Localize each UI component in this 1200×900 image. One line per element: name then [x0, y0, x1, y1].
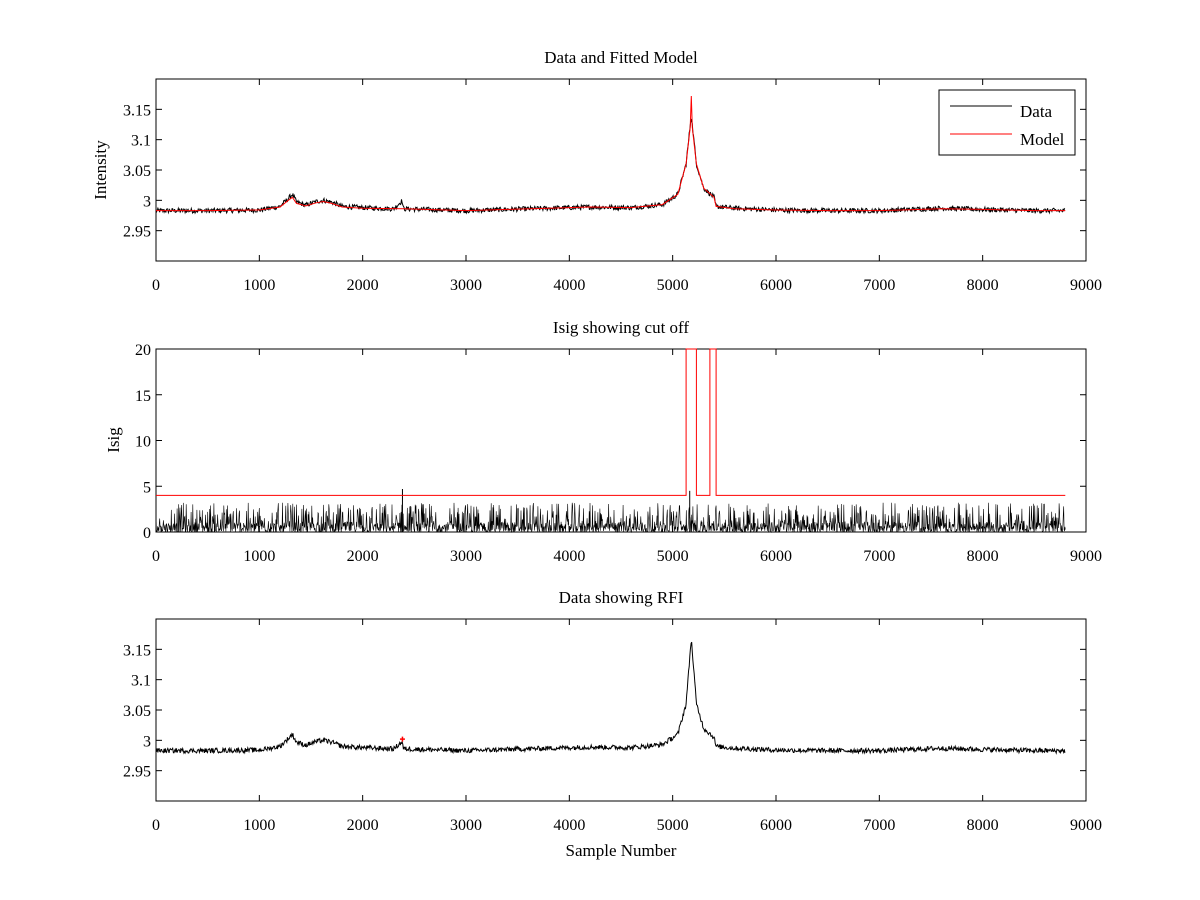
ytick-label: 5: [143, 479, 151, 496]
xtick-label: 8000: [967, 277, 999, 294]
series-line-data: [155, 118, 1066, 215]
series-line-cut-off: [156, 348, 1066, 496]
xtick-label: 5000: [657, 817, 689, 834]
ytick-label: 3: [143, 733, 151, 750]
ytick-label: 3.1: [131, 133, 151, 150]
xtick-label: 0: [152, 817, 160, 834]
ytick-label: 15: [135, 388, 151, 405]
xtick-label: 2000: [347, 277, 379, 294]
ytick-label: 10: [135, 434, 151, 451]
subplot-data-and-fitted-model: Data and Fitted Model Intensity 0 1000 200…: [91, 48, 1102, 294]
xtick-label: 1000: [243, 548, 275, 565]
xtick-label: 9000: [1070, 548, 1102, 565]
subplot-isig-showing-cut-off: Isig showing cut off Isig 0 1000 2000 3000 4…: [104, 318, 1102, 565]
ytick-label: 2.95: [123, 224, 151, 241]
ytick-label: 3.15: [123, 102, 151, 119]
ytick-label: 3.15: [123, 642, 151, 659]
subplot-3-series: [156, 641, 1066, 755]
subplot-1-ticks: 0 1000 2000 3000 4000 5000 6000 7000 8000 9000 2.9…: [123, 79, 1102, 294]
xtick-label: 3000: [450, 548, 482, 565]
xtick-label: 4000: [553, 817, 585, 834]
legend-label-data: Data: [1020, 102, 1053, 121]
subplot-1-ylabel: Intensity: [91, 140, 110, 200]
subplot-2-ticks: 0 1000 2000 3000 4000 5000 6000 7000 8000 9000 0 5 1…: [135, 342, 1102, 565]
ytick-label: 2.95: [123, 764, 151, 781]
legend-label-model: Model: [1020, 130, 1065, 149]
subplot-2-series: [155, 348, 1066, 534]
xtick-label: 5000: [657, 277, 689, 294]
series-line-isig: [155, 502, 1066, 534]
ytick-label: 3.1: [131, 673, 151, 690]
xtick-label: 3000: [450, 817, 482, 834]
axes-box-2: [155, 348, 1087, 533]
xtick-label: 8000: [967, 817, 999, 834]
xtick-label: 9000: [1070, 277, 1102, 294]
subplot-3-xlabel: Sample Number: [566, 841, 677, 860]
xtick-label: 3000: [450, 277, 482, 294]
subplot-3-title: Data showing RFI: [559, 588, 684, 607]
xtick-label: 8000: [967, 548, 999, 565]
subplot-2-title: Isig showing cut off: [553, 318, 689, 337]
xtick-label: 0: [152, 277, 160, 294]
subplot-data-showing-rfi: Data showing RFI Sample Number 0 1000 2000…: [123, 588, 1102, 860]
ytick-label: 20: [135, 342, 151, 359]
xtick-label: 6000: [760, 277, 792, 294]
subplot-1-series: [155, 95, 1066, 215]
xtick-label: 2000: [347, 817, 379, 834]
xtick-label: 7000: [863, 277, 895, 294]
subplot-1-title: Data and Fitted Model: [544, 48, 698, 67]
xtick-label: 4000: [553, 277, 585, 294]
axes-box-3: [155, 618, 1087, 802]
xtick-label: 7000: [863, 817, 895, 834]
xtick-label: 0: [152, 548, 160, 565]
ytick-label: 3.05: [123, 703, 151, 720]
xtick-label: 9000: [1070, 817, 1102, 834]
xtick-label: 5000: [657, 548, 689, 565]
xtick-label: 6000: [760, 548, 792, 565]
legend-box: [938, 89, 1076, 156]
xtick-label: 4000: [553, 548, 585, 565]
legend: Data Model: [938, 89, 1076, 156]
xtick-label: 2000: [347, 548, 379, 565]
series-line-data: [156, 641, 1066, 755]
ytick-label: 3.05: [123, 163, 151, 180]
rfi-marker: [399, 736, 405, 742]
subplot-2-ylabel: Isig: [104, 427, 123, 453]
series-line-model: [156, 95, 1066, 212]
xtick-label: 6000: [760, 817, 792, 834]
ytick-label: 0: [143, 525, 151, 542]
axes-box-1: [155, 78, 1087, 262]
ytick-label: 3: [143, 193, 151, 210]
xtick-label: 7000: [863, 548, 895, 565]
subplot-3-ticks: 0 1000 2000 3000 4000 5000 6000 7000 8000 9000 2.9…: [123, 619, 1102, 834]
xtick-label: 1000: [243, 817, 275, 834]
xtick-label: 1000: [243, 277, 275, 294]
